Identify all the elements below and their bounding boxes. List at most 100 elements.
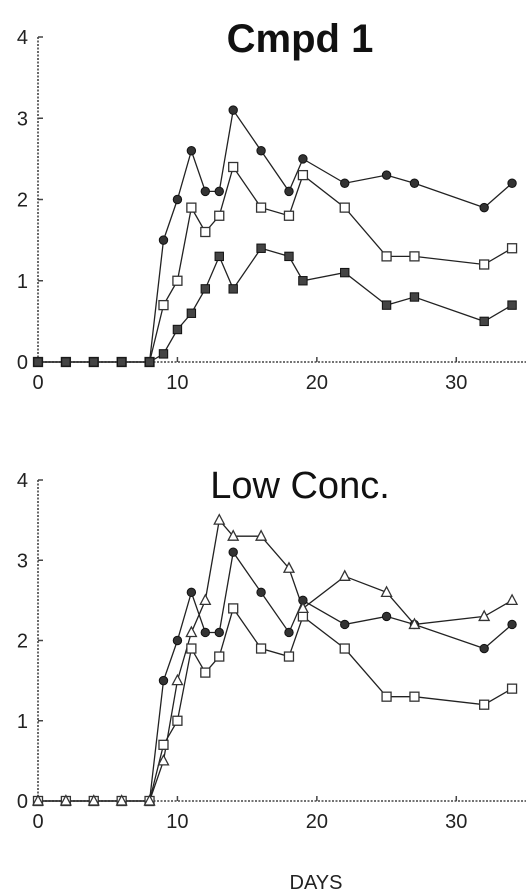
panel-1-series-3-point <box>284 251 294 262</box>
panel-2-series-3-point <box>255 529 268 541</box>
panel-2-x-tick-label: 30 <box>445 811 467 833</box>
panel-2-series-2-point <box>297 611 309 622</box>
panel-2-series-1-point <box>200 627 211 638</box>
panel-1-series-3-point <box>340 267 350 278</box>
panel-2-series-3-point <box>185 625 198 638</box>
panel-1-series-2-point <box>200 226 211 238</box>
panel-2-series-3-point <box>87 794 100 806</box>
panel-1-series-3-point <box>409 292 420 302</box>
panel-2-series-2-point <box>228 603 239 614</box>
panel-1-y-tick-label: 3 <box>17 108 28 130</box>
panel-2-series-3-point <box>115 794 128 806</box>
panel-2-series-1-line <box>38 550 513 802</box>
panel-2-y-tick-label: 3 <box>17 550 28 572</box>
panel-2-series-3-point <box>296 601 309 614</box>
panel-2-series-2-point <box>506 683 518 694</box>
panel-2-series-2-point <box>381 691 392 702</box>
panel-1-series-1-point <box>381 170 392 180</box>
panel-2-x-tick-label: 20 <box>306 811 328 833</box>
panel-2-y-tick-label: 4 <box>17 470 28 492</box>
panel-1-series-1-point <box>340 178 350 188</box>
panel-2-series-3-point <box>157 753 170 766</box>
panel-2-series-2-point <box>339 643 350 654</box>
panel-1-series-2-point <box>158 299 169 311</box>
panel-1-series-3-point <box>228 284 238 294</box>
panel-1-series-3-point <box>89 357 99 367</box>
panel-1-y-tick-label: 2 <box>17 190 28 212</box>
panel-1-series-1-point <box>228 105 238 115</box>
panel-2-series-3-line <box>38 518 513 802</box>
panel-2-series-2-point <box>479 699 490 710</box>
panel-2-series-2-point <box>200 667 211 678</box>
panel-2-series-3-point <box>213 513 226 525</box>
panel-1-x-tick-label: 0 <box>32 372 43 394</box>
panel-2-series-1-point <box>256 587 266 598</box>
panel-2-series-3-point <box>408 617 421 630</box>
panel-2-series-3-point <box>59 794 72 806</box>
panel-1-series-2-point <box>409 251 420 262</box>
panel-2-series-1-point <box>340 619 350 630</box>
panel-1-series-3-point <box>381 300 392 310</box>
panel-1-series-3-point <box>116 357 127 367</box>
panel-1-series-3-point <box>158 349 169 359</box>
panel-1-series-3-point <box>200 284 211 294</box>
panel-1-series-2-point <box>297 169 309 181</box>
panel-1-series-1-point <box>284 186 294 197</box>
panel-1-series-1-point <box>200 186 211 197</box>
panel-1-series-2-point <box>479 259 490 270</box>
panel-1-series-2-point <box>228 161 239 173</box>
panel-1-series-2-point <box>255 202 267 213</box>
panel-1-series-3-point <box>61 357 71 367</box>
panel-1-x-tick-label: 10 <box>166 372 188 394</box>
panel-2-series-3-point <box>227 529 240 541</box>
panel-1-series-3-point <box>214 251 224 262</box>
panel-2-series-1-point <box>214 627 224 638</box>
panel-2-series-3-point <box>478 609 491 622</box>
panel-1-series-3-point <box>298 276 308 286</box>
panel-2-series-2-point <box>283 651 295 662</box>
panel-2-series-2-point <box>409 691 420 702</box>
panel-1-series-3-point <box>507 300 517 310</box>
panel-2-series-2-point <box>158 739 169 750</box>
panel-2-series-3-point <box>505 593 519 606</box>
panel-2-series-2-line <box>38 606 513 802</box>
panel-1-series-3-point <box>144 357 155 367</box>
panel-1-series-1-point <box>172 194 183 205</box>
panel-1-series-2-point <box>186 202 197 213</box>
panel-2-series-1-point <box>479 643 489 654</box>
panel-1-series-1-point <box>214 186 224 197</box>
panel-1-series-2-point <box>339 202 350 213</box>
panel-1-series-3-point <box>479 316 489 327</box>
panel-2-series-1-point <box>381 611 392 622</box>
panel-2-y-tick-label: 0 <box>17 791 28 813</box>
panel-2-series-3-point <box>380 585 393 597</box>
panel-1-y-tick-label: 1 <box>17 271 28 293</box>
panel-2-series-1-point <box>228 547 238 557</box>
panel-1-y-tick-label: 4 <box>17 27 28 49</box>
panel-1-series-3-line <box>38 247 513 363</box>
panel-1-series-2-point <box>381 251 392 262</box>
panel-2-series-2-point <box>172 715 183 726</box>
panel-1-series-3-point <box>186 308 197 318</box>
panel-2-series-1-point <box>507 619 517 630</box>
panel-1-series-3-point <box>256 243 266 253</box>
panel-1-series-2-point <box>283 210 295 221</box>
panel-1-y-tick-label: 0 <box>17 352 28 374</box>
panel-2-series-3-point <box>31 794 45 806</box>
panel-1-series-1-point <box>507 178 517 188</box>
panel-1-series-1-point <box>256 146 266 156</box>
panel-1-series-1-point <box>298 154 308 164</box>
panel-1-series-2-point <box>506 243 518 254</box>
panel-2-series-1-point <box>172 635 183 646</box>
panel-2-x-tick-label: 0 <box>32 811 43 833</box>
panel-2-x-tick-label: 10 <box>166 811 188 833</box>
panel-2-series-3-point <box>199 593 212 606</box>
panel-1-series-3-point <box>33 357 43 367</box>
panel-1-series-1-line <box>38 108 513 363</box>
panel-2-series-1-point <box>158 675 169 686</box>
panel-2-y-tick-label: 2 <box>17 631 28 653</box>
panel-2-series-1-point <box>284 627 294 638</box>
panel-1-x-tick-label: 20 <box>306 372 328 394</box>
panel-1-series-1-point <box>479 202 489 213</box>
